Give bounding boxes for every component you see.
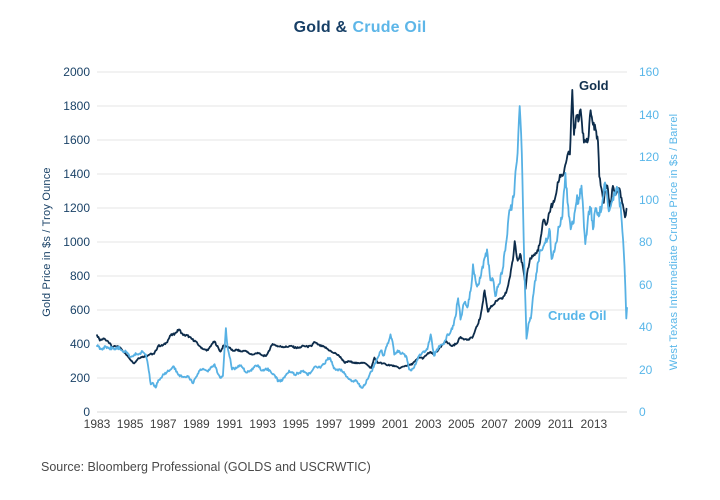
left-axis-tick-label: 1200: [63, 201, 90, 215]
gold-series-label: Gold: [579, 78, 609, 93]
left-axis-tick-label: 0: [83, 405, 90, 419]
left-axis-tick-label: 1000: [63, 235, 90, 249]
right-axis-tick-label: 140: [639, 107, 660, 122]
x-axis-tick-label: 2003: [414, 417, 442, 431]
x-axis-tick-label: 1985: [116, 417, 144, 431]
x-axis-tick-label: 1987: [149, 417, 177, 431]
left-axis-tick-label: 1600: [63, 133, 90, 147]
right-axis-tick-label: 100: [639, 192, 660, 207]
x-axis-tick-label: 2007: [481, 417, 508, 431]
right-axis-tick-label: 60: [639, 277, 653, 292]
left-axis-tick-label: 400: [69, 337, 90, 351]
x-axis-tick-label: 1993: [249, 417, 276, 431]
x-axis-tick-label: 2001: [381, 417, 409, 431]
right-axis-tick-label: 120: [639, 150, 660, 164]
left-axis-tick-label: 1400: [63, 167, 90, 181]
right-axis-tick-label: 0: [639, 405, 646, 419]
x-axis-tick-label: 1999: [348, 417, 376, 431]
gold-line: [96, 89, 628, 370]
crude-oil-series-label: Crude Oil: [548, 308, 607, 323]
right-axis-tick-label: 80: [639, 235, 653, 249]
x-axis-tick-label: 2009: [514, 417, 541, 431]
x-axis-tick-label: 2013: [580, 417, 608, 431]
crude-oil-line: [96, 105, 628, 389]
right-axis-tick-label: 160: [639, 65, 660, 79]
left-axis-tick-label: 800: [69, 269, 90, 283]
left-axis-tick-label: 2000: [63, 65, 90, 79]
left-axis-tick-label: 1800: [63, 99, 90, 113]
left-axis-title: Gold Price in $s / Troy Ounce: [41, 167, 53, 317]
chart-title: Gold & Crude Oil: [0, 19, 720, 37]
x-axis-tick-label: 1995: [282, 417, 310, 431]
chart-title-gold: Gold &: [293, 19, 348, 36]
left-axis-tick-label: 600: [69, 303, 90, 317]
data-series-lines: [96, 89, 628, 389]
x-axis-tick-label: 1983: [83, 417, 111, 431]
right-axis-tick-label: 20: [639, 362, 653, 377]
right-axis-tick-label: 40: [639, 320, 653, 334]
x-axis-tick-label: 2011: [547, 417, 574, 431]
x-axis-tick-label: 1997: [315, 417, 343, 431]
x-axis-tick-label: 1989: [183, 417, 210, 431]
left-axis-tick-label: 200: [69, 371, 90, 385]
x-axis-tick-label: 1991: [216, 417, 243, 431]
source-note: Source: Bloomberg Professional (GOLDS an…: [41, 460, 371, 474]
right-axis-title: West Texas Intermediate Crude Price in $…: [668, 113, 680, 371]
x-axis-tick-label: 2005: [448, 417, 475, 431]
chart-title-crude: Crude Oil: [352, 19, 427, 36]
